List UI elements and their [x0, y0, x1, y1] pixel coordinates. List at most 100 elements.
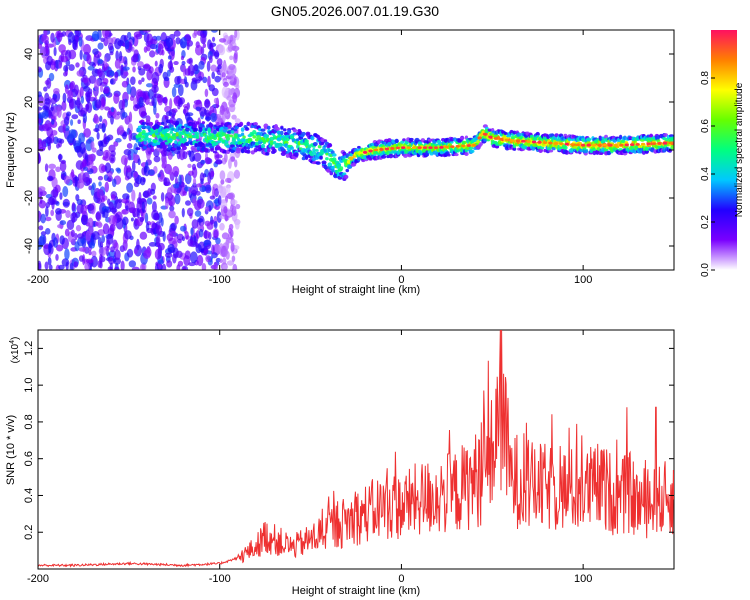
spectrogram-cell: [77, 119, 81, 124]
spectrogram-cell: [75, 62, 80, 68]
spectrogram-cell: [55, 244, 64, 252]
spectrogram-cell: [46, 77, 52, 89]
spectrogram-cell: [83, 128, 92, 138]
spectrogram-cell: [113, 140, 119, 147]
spectrogram-cell: [147, 137, 152, 142]
spectrogram-cell: [68, 82, 74, 91]
snr-y-tick-label: 1.2: [23, 341, 35, 356]
spectrogram-cell: [76, 203, 84, 214]
spectrogram-cell: [357, 145, 361, 149]
spectrogram-ridge-cell: [466, 144, 471, 147]
spectrogram-cell: [173, 30, 181, 37]
spectrogram-ridge-cell: [651, 142, 657, 146]
spectrogram-cell: [131, 266, 140, 270]
spectrogram-cell: [223, 34, 230, 46]
spectrogram-cell: [668, 148, 672, 153]
snr-x-tick-label: -100: [209, 573, 231, 585]
spectrogram-cell: [106, 239, 111, 249]
spectrogram-cell: [91, 30, 100, 42]
spectrogram-cell: [93, 128, 100, 133]
spectrogram-cell: [167, 243, 175, 253]
spectrogram-cell: [217, 64, 222, 70]
spectrogram-cell: [120, 64, 124, 76]
spectrogram-cell: [87, 65, 95, 71]
spectrogram-ridge-cell: [362, 151, 368, 154]
spectrogram-cell: [167, 55, 172, 60]
spectrogram-ridge-cell: [433, 146, 439, 150]
spectrogram-cell: [81, 214, 88, 225]
spectrogram-cell: [200, 221, 204, 232]
spectrogram-cell: [46, 175, 54, 181]
spectrogram-cell: [88, 96, 96, 102]
spectrogram-cell: [168, 169, 173, 176]
spectrogram-cell: [311, 151, 317, 155]
spectrogram-cell: [266, 148, 271, 153]
spectrogram-cell: [233, 159, 238, 168]
spectrogram-cell: [97, 175, 104, 181]
spectrogram-cell: [154, 212, 160, 221]
spectrogram-cell: [185, 200, 191, 206]
spectrogram-cell: [277, 131, 281, 135]
spectrogram-cell: [555, 138, 561, 142]
spectrogram-y-ticks: -40 -20 0 20 40: [23, 48, 674, 254]
spectrogram-cell: [153, 86, 157, 98]
spectrogram-cell: [143, 249, 151, 260]
spectrogram-cell: [269, 142, 274, 146]
spectrogram-cell: [75, 160, 84, 170]
spectrogram-cell: [262, 139, 267, 143]
spectrogram-cell: [167, 144, 173, 149]
spectrogram-cell: [203, 108, 207, 115]
colorbar-ticks: 0.0 0.2 0.4 0.6 0.8: [700, 71, 715, 277]
spectrogram-cell: [118, 50, 123, 62]
spectrogram-cell: [181, 207, 185, 218]
spectrogram-cell: [38, 139, 44, 150]
spectrogram-cell: [178, 134, 182, 139]
spectrogram-cell: [38, 152, 41, 164]
spectrogram-cell: [45, 216, 52, 222]
spectrogram-cell: [141, 201, 146, 213]
spectrogram-cell: [175, 250, 183, 258]
spectrogram-cell: [61, 258, 70, 267]
spectrogram-cell: [246, 146, 251, 150]
spectrogram-cell: [195, 134, 200, 140]
spectrogram-cell: [188, 57, 193, 65]
spectrogram-ridge-cell: [520, 139, 526, 143]
spectrogram-ridge-cell: [564, 142, 569, 146]
spectrogram-cell: [225, 250, 230, 260]
spectrogram-cell: [226, 185, 231, 195]
spectrogram-cell: [225, 177, 232, 183]
spectrogram-cell: [240, 127, 245, 132]
spectrogram-cell: [663, 133, 669, 137]
spectrogram-cell: [137, 91, 144, 97]
spectrogram-cell: [77, 236, 85, 247]
spectrogram-cell: [156, 94, 164, 103]
colorbar-label: Normalized spectral amplitude: [734, 82, 745, 217]
spectrogram-cell: [212, 150, 218, 154]
spectrogram-y-tick-label: -20: [23, 190, 35, 206]
snr-y-tick-label: 0.4: [23, 488, 35, 503]
spectrogram-cell: [143, 63, 151, 70]
spectrogram-cell: [125, 205, 129, 210]
spectrogram-cell: [167, 151, 173, 160]
spectrogram-cell: [38, 124, 44, 131]
spectrogram-ridge-cell: [613, 143, 619, 147]
spectrogram-cell: [52, 237, 59, 248]
spectrogram-cell: [173, 83, 181, 88]
spectrogram-y-tick-label: 40: [23, 48, 35, 60]
spectrogram-ridge-cell: [575, 143, 580, 147]
spectrogram-cell: [107, 266, 113, 270]
spectrogram-cell: [126, 83, 132, 95]
spectrogram-cell: [304, 155, 309, 160]
spectrogram-cell: [211, 244, 215, 255]
spectrogram-cell: [231, 114, 237, 120]
spectrogram-cell: [193, 152, 202, 162]
spectrogram-cell: [165, 197, 169, 210]
spectrogram-cell: [327, 143, 333, 148]
spectrogram-cell: [160, 141, 166, 146]
spectrogram-cell: [48, 109, 52, 118]
spectrogram-cell: [71, 202, 76, 212]
spectrogram-cell: [169, 66, 175, 73]
spectrogram-cell: [246, 121, 251, 126]
spectrogram-ridge-cell: [608, 143, 613, 147]
spectrogram-cell: [40, 213, 47, 224]
